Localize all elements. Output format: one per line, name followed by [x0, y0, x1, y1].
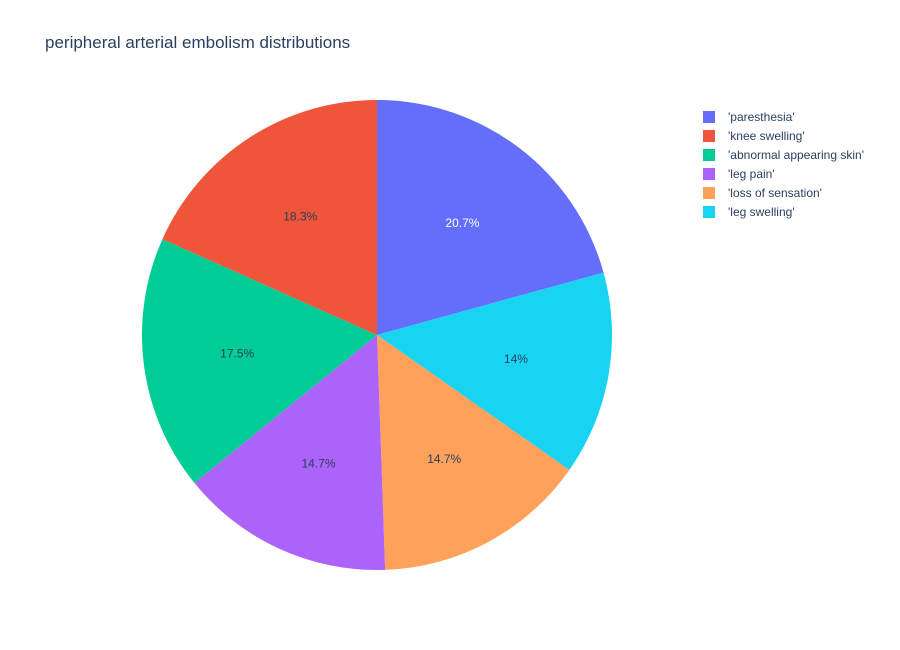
legend-swatch [703, 205, 715, 218]
pie-slice-label-leg-pain: 14.7% [302, 456, 336, 470]
legend-swatch [703, 186, 715, 199]
legend-label: 'loss of sensation' [728, 185, 822, 200]
legend-item-knee-swelling[interactable]: 'knee swelling' [703, 126, 864, 145]
pie-slice-paresthesia[interactable] [377, 100, 604, 335]
pie-slice-abnormal-appearing-skin[interactable] [141, 239, 377, 483]
pie-slice-loss-of-sensation[interactable] [377, 335, 570, 570]
legend-swatch [703, 148, 715, 161]
legend-swatch [703, 167, 715, 180]
pie-slice-label-leg-swelling: 14% [504, 352, 528, 366]
legend-label: 'paresthesia' [728, 109, 795, 124]
legend-swatch [703, 110, 715, 123]
legend-item-paresthesia[interactable]: 'paresthesia' [703, 107, 864, 126]
legend-item-abnormal-appearing-skin[interactable]: 'abnormal appearing skin' [703, 145, 864, 164]
chart-title: peripheral arterial embolism distributio… [45, 33, 351, 52]
legend-label: 'abnormal appearing skin' [728, 147, 864, 162]
pie-slice-leg-swelling[interactable] [377, 272, 612, 470]
legend-item-loss-of-sensation[interactable]: 'loss of sensation' [703, 183, 864, 202]
legend-swatch [703, 129, 715, 142]
legend: 'paresthesia' 'knee swelling' 'abnormal ap… [703, 107, 864, 221]
pie-slice-label-loss-of-sensation: 14.7% [427, 452, 461, 466]
pie-slice-knee-swelling[interactable] [162, 99, 377, 335]
legend-item-leg-pain[interactable]: 'leg pain' [703, 164, 864, 183]
legend-item-leg-swelling[interactable]: 'leg swelling' [703, 202, 864, 221]
legend-label: 'leg swelling' [728, 204, 795, 219]
pie-slice-label-paresthesia: 20.7% [445, 216, 479, 230]
pie-slice-labels: 20.7% 14% 14.7% 14.7% 17.5% 18.3% [220, 210, 528, 471]
pie-slices [141, 99, 612, 570]
pie-slice-leg-pain[interactable] [194, 335, 386, 570]
pie-slice-label-knee-swelling: 18.3% [283, 210, 317, 224]
legend-label: 'knee swelling' [728, 128, 805, 143]
pie-slice-label-abnormal-appearing-skin: 17.5% [220, 346, 254, 360]
legend-label: 'leg pain' [728, 166, 775, 181]
